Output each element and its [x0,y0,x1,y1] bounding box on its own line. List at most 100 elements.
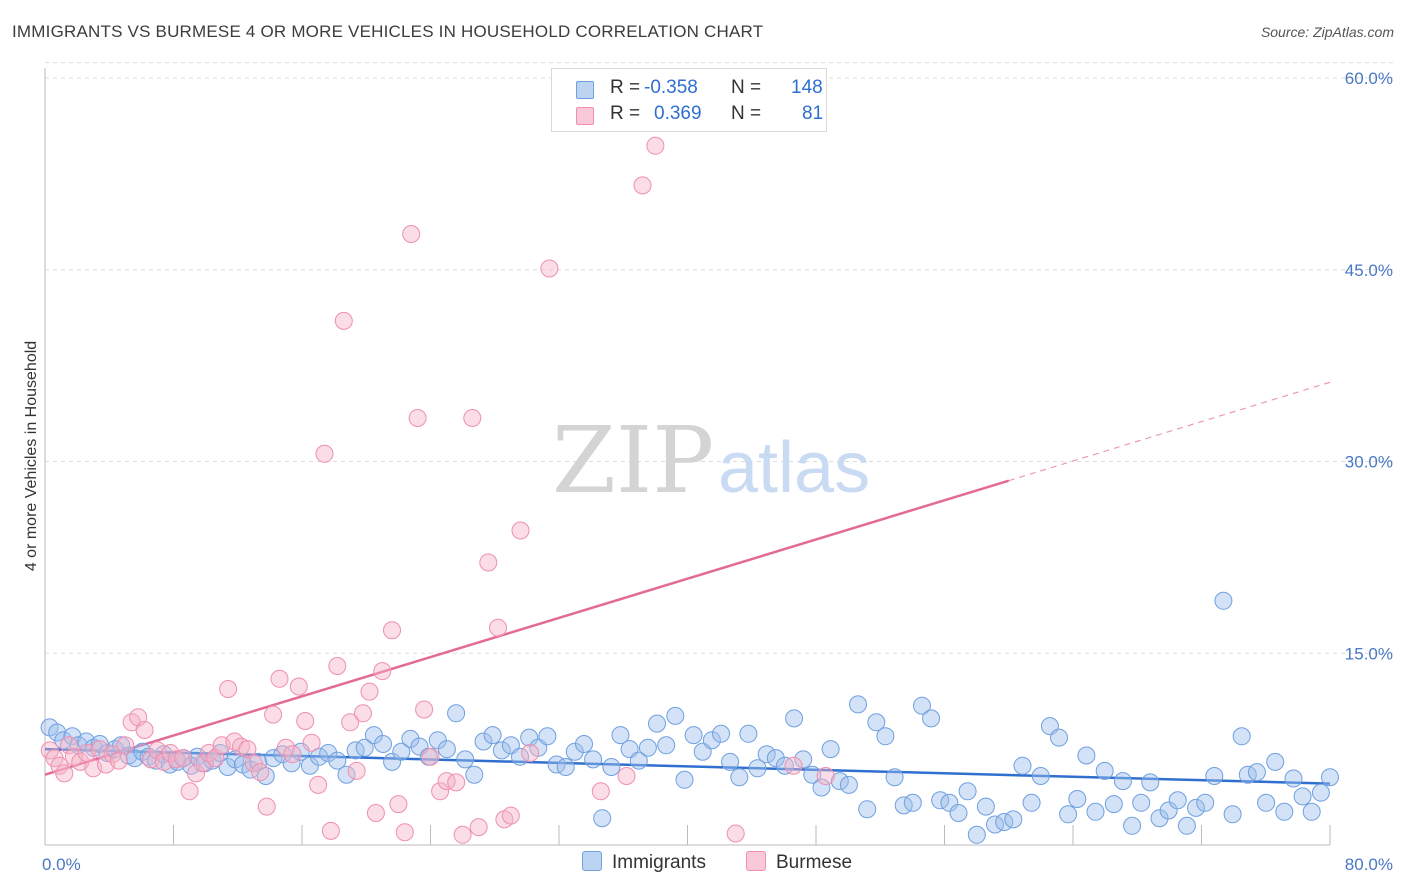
immigrants-point [1068,790,1087,808]
burmese-point [360,682,379,701]
burmese-point [726,824,745,843]
immigrants-point [739,724,758,743]
immigrants-point [913,696,931,715]
immigrants-point [757,745,776,764]
burmese-point [315,444,334,463]
immigrants-point [125,749,144,768]
immigrants-point [839,775,858,794]
x-tick-label-max: 80.0% [1345,855,1393,874]
burmese-point [373,662,392,681]
burmese-point [402,225,421,243]
burmese-point [264,705,283,724]
y-tick-label: 15.0% [1345,644,1393,663]
immigrants-point [922,709,941,728]
burmese-point [415,700,434,719]
burmese-point [174,749,193,768]
burmese-point [341,713,360,732]
immigrants-point [218,758,237,776]
immigrants-point [1214,591,1233,610]
legend-burmese-label: Burmese [776,852,853,873]
legend-r-value: -0.358 [644,77,698,98]
immigrants-point [602,758,621,776]
immigrants-point [1113,772,1132,791]
immigrants-point [1293,787,1312,806]
immigrants-point [337,765,356,784]
immigrants-point [1266,752,1285,771]
burmese-point [479,553,498,572]
burmese-point [309,775,328,794]
immigrants-point [712,724,730,743]
burmese-point [296,712,315,730]
legend-immigrants[interactable]: Immigrants [582,851,706,874]
immigrants-point [1050,728,1068,747]
burmese-point [103,745,122,764]
burmese-point [135,721,154,739]
immigrants-point [483,726,502,745]
immigrants-point [885,768,904,787]
immigrants-point [492,741,511,760]
y-tick-label: 30.0% [1345,453,1393,472]
immigrants-point [465,765,484,784]
immigrants-point [638,738,657,757]
burmese-point [283,745,302,764]
immigrants-point [748,759,767,778]
axes [44,68,1331,846]
immigrants-point [1196,793,1215,812]
immigrants-point [1077,746,1096,765]
burmese-trend-extension [1008,381,1331,482]
legend-n-label: N = [731,103,762,124]
burmese-point [421,747,440,766]
immigrants-point [785,709,804,728]
burmese-point [187,764,205,783]
burmese-point [395,823,414,842]
immigrants-point [766,749,785,768]
immigrants-point [1086,802,1105,821]
gridlines [45,62,1395,654]
burmese-point [180,782,199,801]
immigrants-point [1141,773,1160,792]
trend-lines [44,381,1331,785]
legend-n-value: 148 [791,77,823,98]
burmese-point [469,818,488,837]
burmese-point [328,657,347,675]
immigrants-point [437,740,456,759]
immigrants-point [474,732,493,751]
immigrants-point [310,747,329,766]
x-tick-label-min: 0.0% [42,855,81,874]
immigrants-point [1247,763,1266,782]
burmese-point [633,176,652,195]
burmese-point [489,618,507,637]
burmese-point [540,259,559,278]
legend-immigrants-label: Immigrants [612,852,706,873]
immigrants-point [1232,727,1251,746]
immigrants-point [611,726,630,745]
burmese-point [334,311,353,330]
immigrants-point [1159,801,1178,820]
burmese-point [366,804,385,822]
burmese-point [251,763,270,782]
immigrants-point [949,804,968,822]
immigrants-point [1275,802,1294,821]
legend-r-label: R = [610,103,641,124]
immigrants-point [584,750,603,769]
burmese-point [453,825,472,844]
immigrants-point [876,727,895,746]
burmese-point [60,736,79,755]
immigrants-point [401,729,420,748]
burmese-point [431,782,450,801]
immigrants-point [511,747,529,766]
burmese-point [276,738,295,757]
burmese-point [167,750,186,769]
immigrants-point [1004,810,1023,829]
legend-burmese[interactable]: Burmese [746,851,852,874]
immigrants-point [812,778,831,797]
immigrants-point [319,744,338,762]
burmese-point [302,733,321,752]
immigrants-point [648,714,666,733]
legend-r-label: R = [610,77,641,98]
watermark-atlas: atlas [718,428,870,508]
immigrants-point [821,740,840,759]
immigrants-point [867,713,886,732]
immigrants-point [629,751,648,770]
legend-r-value: 0.369 [654,103,702,124]
